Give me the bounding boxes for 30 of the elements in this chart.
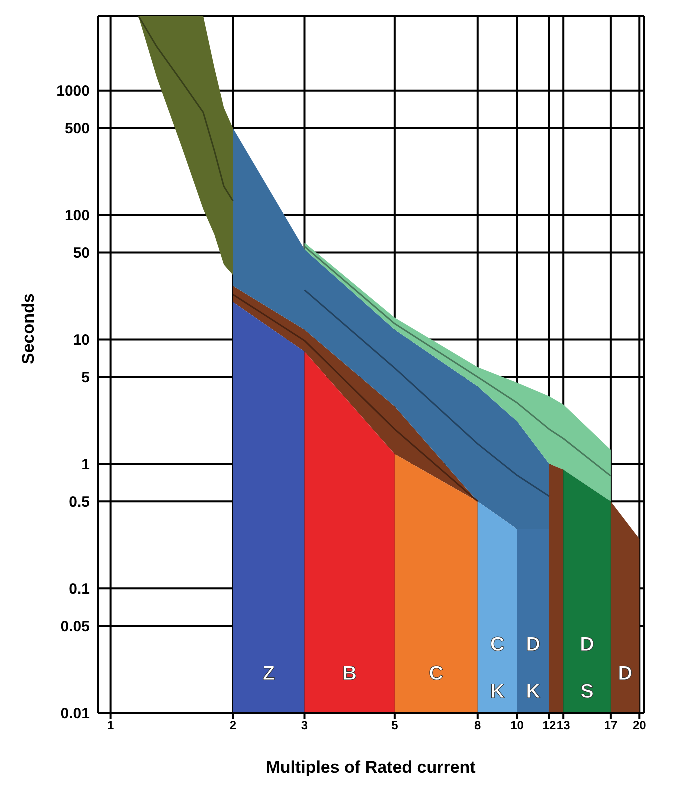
x-tick-label: 10	[510, 718, 524, 733]
y-tick-label: 500	[64, 120, 90, 138]
y-tick-label: 5	[82, 370, 90, 387]
series-label: Z	[262, 663, 276, 686]
y-tick-label: 50	[73, 245, 90, 262]
x-tick-label: 12	[542, 718, 556, 733]
x-tick-label: 8	[474, 718, 482, 733]
text: D S	[580, 634, 594, 704]
x-tick-label: 17	[604, 718, 618, 733]
text: D K	[526, 634, 541, 704]
y-tick-label: 1	[82, 456, 90, 474]
y-axis-title: Seconds	[19, 294, 38, 364]
y-tick-label: 10	[73, 332, 90, 350]
series-label: B	[342, 663, 358, 686]
series-label: D	[618, 663, 633, 686]
y-tick-label: 0.05	[60, 618, 90, 636]
y-tick-label: 0.1	[69, 580, 90, 598]
y-tick-label: 0.01	[60, 705, 90, 722]
x-tick-label: 1	[107, 718, 114, 733]
text: C K	[490, 634, 505, 704]
x-tick-label: 3	[301, 718, 308, 733]
x-tick-label: 5	[392, 718, 399, 733]
x-axis-title: Multiples of Rated current	[266, 758, 476, 777]
y-tick-label: 1000	[56, 83, 90, 100]
x-tick-label: 2	[230, 718, 237, 733]
series-label: C	[429, 663, 444, 686]
x-tick-label: 13	[556, 718, 571, 733]
y-tick-label: 100	[64, 208, 90, 225]
x-tick-label: 20	[632, 718, 647, 733]
y-tick-label: 0.5	[69, 494, 90, 511]
